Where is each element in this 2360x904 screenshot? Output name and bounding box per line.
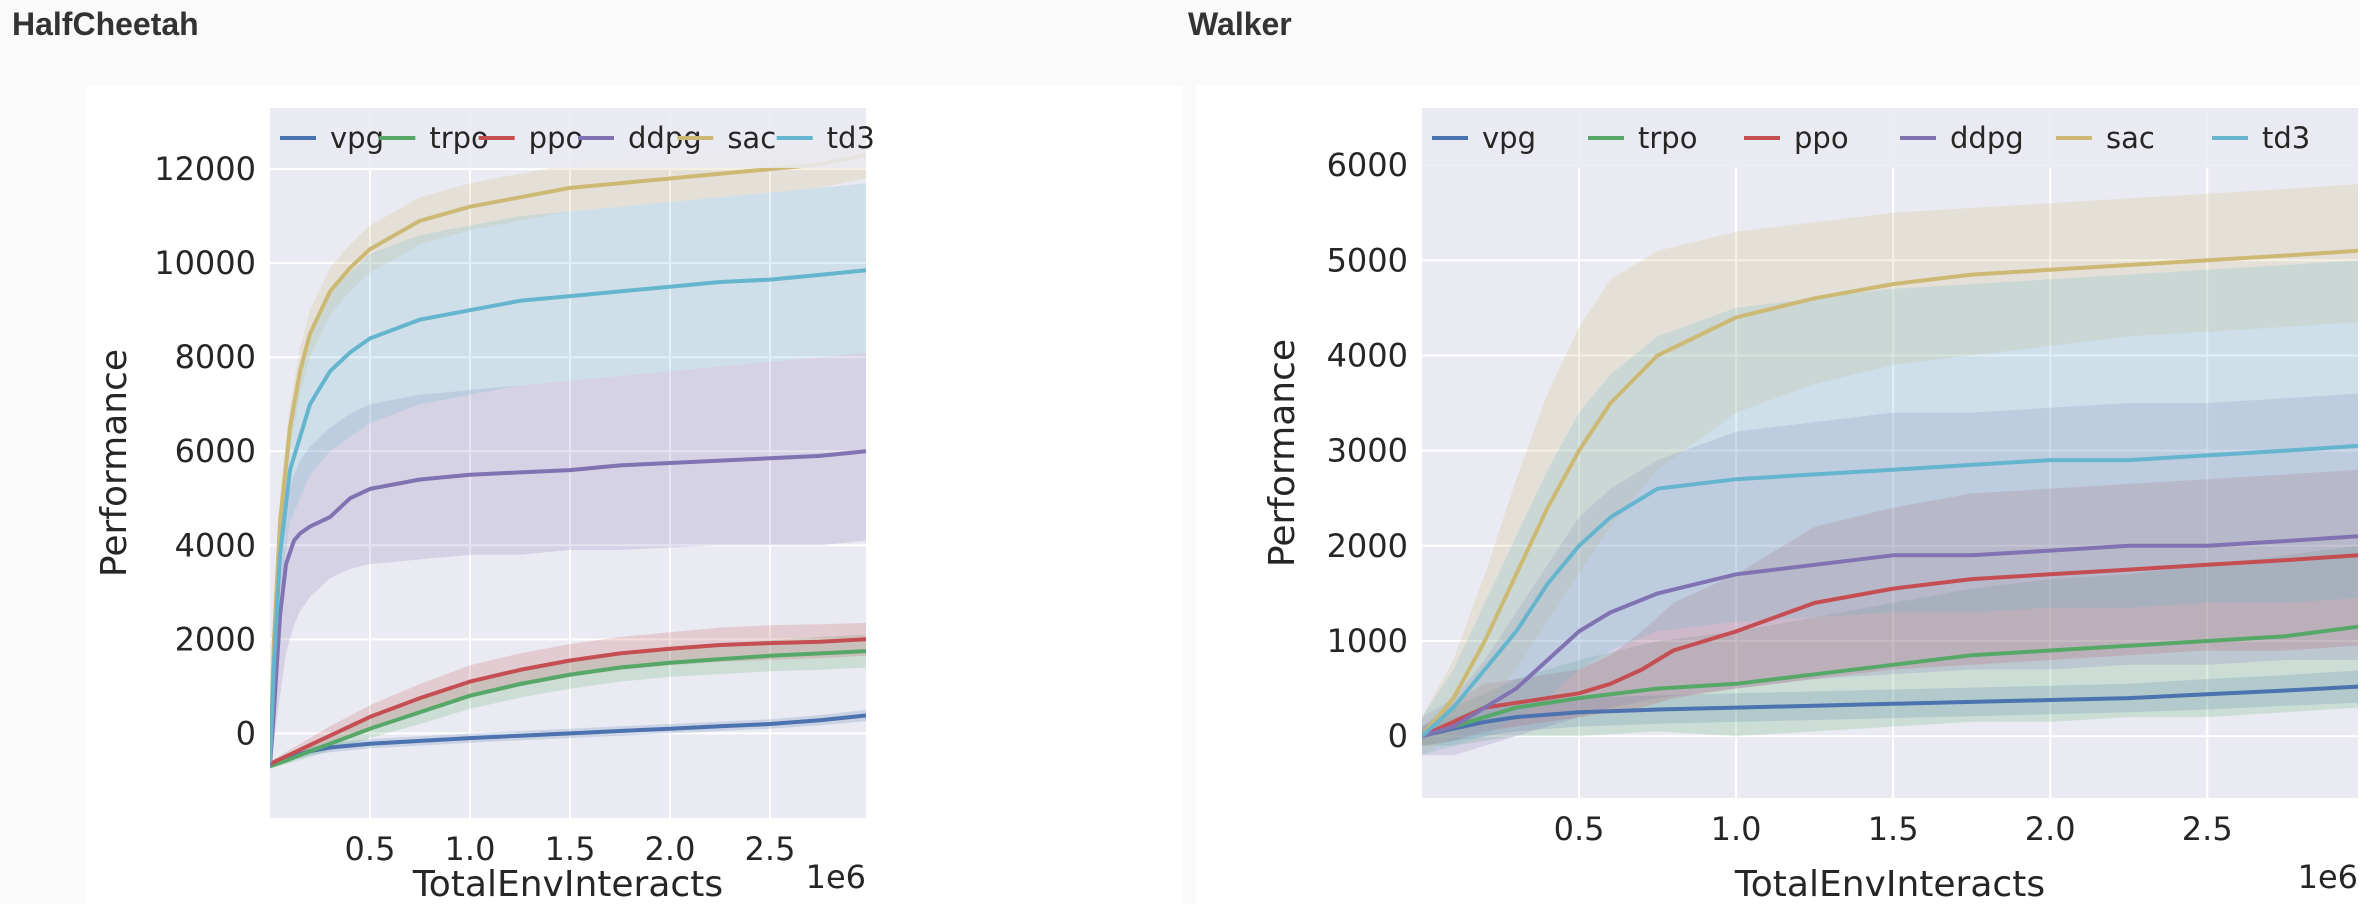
y-tick-label: 4000: [1327, 336, 1408, 374]
line-ppo: [270, 637, 866, 766]
panel-title-halfcheetah: HalfCheetah: [12, 6, 199, 42]
band-vpg: [270, 709, 866, 767]
band-sac: [1422, 184, 2358, 756]
band-ddpg: [270, 352, 866, 771]
x-tick-label: 2.0: [645, 830, 696, 868]
band-ppo: [1422, 469, 2358, 746]
legend-label-ddpg: ddpg: [1950, 121, 2024, 155]
band-vpg: [1422, 670, 2358, 746]
y-tick-label: 6000: [1327, 146, 1408, 184]
line-ddpg: [1422, 534, 2358, 739]
y-tick-label: 4000: [175, 526, 256, 564]
x-tick-label: 1.5: [545, 830, 596, 868]
y-tick-label: 3000: [1327, 432, 1408, 470]
band-td3: [270, 183, 866, 767]
x-tick-label: 2.5: [745, 830, 796, 868]
y-tick-label: 6000: [175, 432, 256, 470]
y-tick-label: 0: [236, 714, 256, 752]
x-tick-label: 1.5: [1868, 810, 1919, 848]
y-tick-label: 1000: [1327, 622, 1408, 660]
line-ddpg: [270, 449, 866, 767]
y-tick-label: 0: [1388, 717, 1408, 755]
legend-label-trpo: trpo: [1638, 121, 1697, 155]
series-group: [270, 131, 866, 771]
line-ppo: [1422, 553, 2358, 738]
band-td3: [1422, 260, 2358, 756]
x-tick-label: 0.5: [345, 830, 396, 868]
x-scale-label: 1e6: [2298, 858, 2358, 896]
line-trpo: [1422, 624, 2358, 739]
y-tick-label: 8000: [175, 338, 256, 376]
series-group: [1422, 184, 2358, 756]
y-tick-label: 12000: [154, 150, 256, 188]
line-sac: [270, 153, 866, 762]
legend-label-ppo: ppo: [529, 121, 584, 155]
x-scale-label: 1e6: [806, 858, 866, 896]
legend-label-sac: sac: [2106, 121, 2155, 155]
legend-label-vpg: vpg: [330, 121, 384, 155]
x-tick-label: 1.0: [445, 830, 496, 868]
band-ddpg: [1422, 393, 2358, 756]
chart-card-halfcheetah: vpg trpo ppo ddpg sac td3 0.5 1.0 1.5 2.0 2.5 0 2000…: [86, 86, 1183, 904]
line-trpo: [270, 649, 866, 769]
line-td3: [270, 268, 866, 762]
chart-walker: vpg trpo ppo ddpg sac td3 0.5 1.0 1.5 2.0 2.5 0 1000…: [1262, 108, 2358, 904]
x-tick-label: 1.0: [1711, 810, 1762, 848]
x-tick-label: 2.0: [2025, 810, 2076, 848]
legend-label-vpg: vpg: [1482, 121, 1536, 155]
line-sac: [1422, 248, 2358, 738]
chart-card-walker: vpg trpo ppo ddpg sac td3 0.5 1.0 1.5 2.0 2.5 0 1000…: [1196, 86, 2360, 904]
x-tick-label: 2.5: [2182, 810, 2233, 848]
y-tick-label: 2000: [1327, 527, 1408, 565]
legend-label-td3: td3: [827, 121, 875, 155]
x-axis-label: TotalEnvInteracts: [412, 864, 723, 904]
panel-title-walker: Walker: [1188, 6, 1292, 42]
y-tick-label: 2000: [175, 620, 256, 658]
y-tick-label: 10000: [154, 244, 256, 282]
band-trpo: [1422, 545, 2358, 746]
legend-box: [1422, 108, 2358, 168]
x-tick-label: 0.5: [1554, 810, 1605, 848]
line-vpg: [1422, 684, 2358, 739]
legend-box: [270, 108, 866, 168]
legend-label-td3: td3: [2262, 121, 2310, 155]
band-trpo: [270, 634, 866, 769]
y-axis-label: Performance: [1262, 339, 1303, 567]
line-td3: [1422, 443, 2358, 738]
legend-label-ppo: ppo: [1794, 121, 1849, 155]
y-tick-label: 5000: [1327, 241, 1408, 279]
y-axis-label: Performance: [94, 349, 135, 577]
legend-label-sac: sac: [727, 121, 776, 155]
x-axis-label: TotalEnvInteracts: [1734, 864, 2045, 904]
